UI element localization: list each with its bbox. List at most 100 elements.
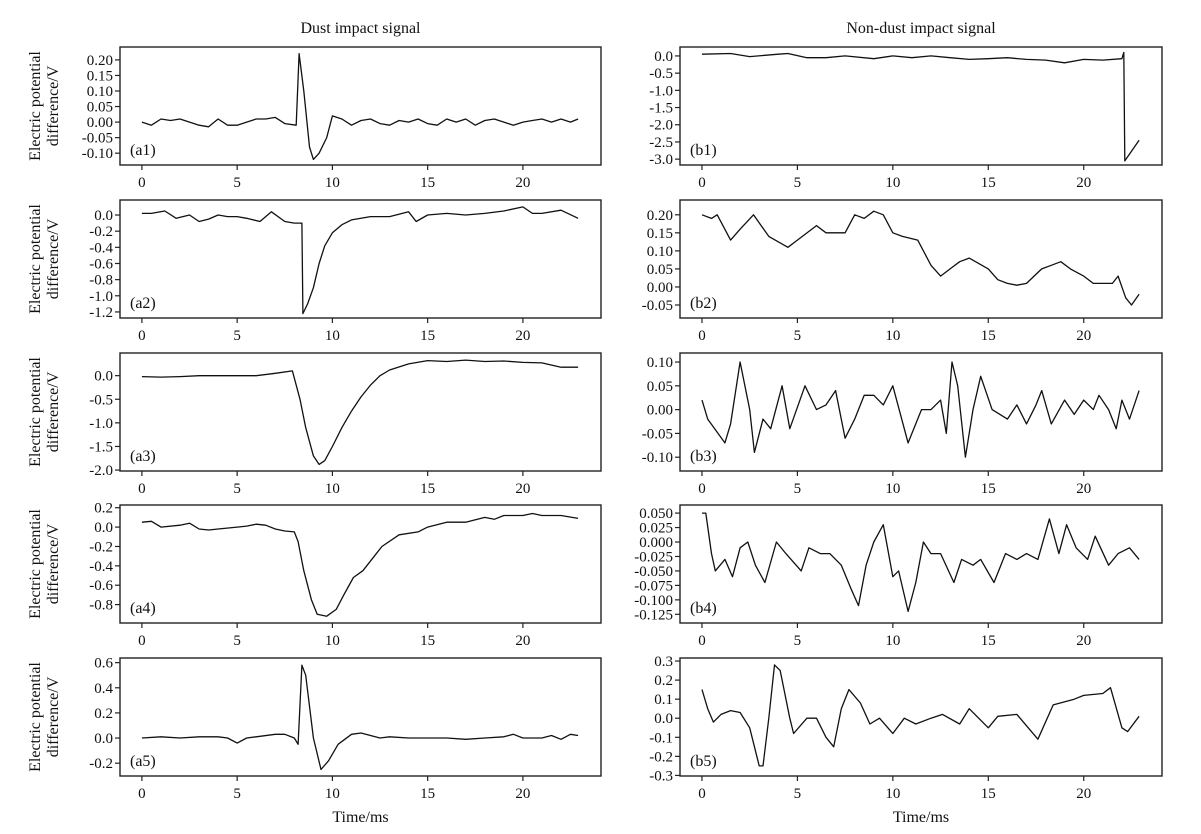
y-tick-label: 0.20 [87, 53, 113, 69]
signal-line [701, 664, 1140, 767]
y-tick-label: 0.0 [94, 731, 113, 747]
x-tick-label: 15 [981, 633, 996, 649]
y-tick-label: -0.05 [642, 298, 673, 314]
x-tick-label: 15 [420, 175, 435, 191]
x-tick-label: 0 [698, 175, 706, 191]
x-axis-label: Time/ms [893, 809, 949, 826]
panel-b3: 0 5 10 15 20 0.10 0.05 0.00 -0.05 -0.10 (b3) [642, 352, 1163, 497]
y-tick-label: 0.0 [94, 520, 113, 536]
plot-frame [679, 657, 1163, 777]
plot-frame [119, 352, 602, 472]
y-tick-label: 0.2 [654, 673, 673, 689]
signal-line [701, 51, 1140, 162]
y-tick-label: 0.050 [639, 506, 673, 522]
y-tick-label: -1.5 [89, 439, 113, 455]
signal-line [141, 206, 579, 315]
y-tick-label: 0.0 [654, 49, 673, 65]
x-tick-label: 5 [233, 175, 241, 191]
x-tick-label: 10 [885, 481, 900, 497]
y-tick-label: 0.2 [94, 706, 113, 722]
panel-b1: 0 5 10 15 20 0.0-0.5-1.0 -1.5-2.0-2.5-3.0 (b1) [649, 46, 1163, 191]
y-tick-label: 0.00 [87, 115, 113, 131]
y-tick-label: 0.0 [94, 208, 113, 224]
panel-a3: 0 5 10 15 20 0.0 -0.5 -1.0 -1.5 -2.0 Electric pote… [27, 352, 602, 497]
panel-b5: 0 5 10 15 20 0.3 0.2 0.1 0.0 -0.1 -0.2 -0.3 (b5) [649, 654, 1163, 802]
plot-frame [679, 199, 1163, 319]
y-tick-label: 0.00 [647, 403, 673, 419]
y-tick-label: 0.10 [647, 244, 673, 260]
y-tick-label: -0.2 [89, 756, 113, 772]
x-tick-label: 20 [515, 633, 530, 649]
y-tick-label: -1.2 [89, 305, 113, 321]
panel-label: (b4) [690, 600, 717, 617]
x-tick-label: 20 [1076, 786, 1091, 802]
y-tick-label: 0.05 [647, 379, 673, 395]
y-tick-label: -2.0 [89, 463, 113, 479]
y-tick-label: -0.4 [89, 240, 113, 256]
y-tick-label: -0.2 [89, 224, 113, 240]
x-tick-label: 20 [1076, 328, 1091, 344]
panel-label: (a4) [130, 600, 156, 617]
panel-label: (a2) [130, 295, 156, 312]
plot-frame [119, 46, 602, 166]
y-tick-label: 0.00 [647, 280, 673, 296]
y-tick-label: 0.10 [87, 84, 113, 100]
signal-line [701, 210, 1140, 306]
panel-label: (b3) [690, 448, 717, 465]
x-tick-label: 20 [1076, 633, 1091, 649]
y-axis-label: Electric potential [27, 51, 44, 161]
x-tick-label: 0 [698, 633, 706, 649]
x-tick-label: 5 [794, 633, 802, 649]
x-tick-label: 15 [420, 786, 435, 802]
x-tick-label: 0 [138, 633, 146, 649]
x-tick-label: 15 [981, 175, 996, 191]
y-tick-label: -0.2 [649, 749, 673, 765]
signal-line [701, 361, 1140, 458]
y-axis-label: Electric potential [27, 357, 44, 467]
plot-frame [679, 504, 1163, 624]
y-axis-label: difference/V [45, 523, 62, 604]
y-tick-label: -0.2 [89, 539, 113, 555]
x-tick-label: 0 [698, 786, 706, 802]
y-tick-label: -0.1 [649, 730, 673, 746]
signal-line [141, 53, 579, 161]
y-tick-label: 0.3 [654, 654, 673, 670]
x-axis-label: Time/ms [332, 809, 388, 826]
x-tick-label: 10 [325, 175, 340, 191]
y-tick-label: -0.125 [634, 607, 673, 623]
x-tick-label: 15 [981, 328, 996, 344]
x-tick-label: 20 [515, 328, 530, 344]
y-tick-label: 0.4 [94, 681, 113, 697]
x-tick-label: 0 [138, 328, 146, 344]
y-tick-label: -2.0 [649, 118, 673, 134]
signal-line [141, 359, 579, 466]
x-tick-label: 5 [794, 328, 802, 344]
x-tick-label: 10 [325, 786, 340, 802]
x-tick-label: 20 [515, 786, 530, 802]
x-tick-label: 0 [698, 481, 706, 497]
y-tick-label: -0.3 [649, 768, 673, 784]
y-axis-label: difference/V [45, 65, 62, 146]
panel-a4: 0 5 10 15 20 0.2 0.0 -0.2 -0.4 -0.6 -0.8 Electric p… [27, 501, 602, 649]
y-tick-label: -0.10 [82, 146, 113, 162]
signal-line [702, 512, 1140, 613]
panel-label: (a3) [130, 448, 156, 465]
x-tick-label: 0 [698, 328, 706, 344]
y-tick-label: 0.15 [87, 68, 113, 84]
x-tick-label: 20 [515, 175, 530, 191]
y-tick-label: 0.0 [94, 369, 113, 385]
y-axis-label: Electric potential [27, 509, 44, 619]
column-title: Non-dust impact signal [846, 20, 996, 37]
y-tick-label: 0.025 [639, 521, 673, 537]
x-tick-label: 10 [325, 328, 340, 344]
y-axis-label: difference/V [45, 218, 62, 299]
x-tick-label: 5 [233, 328, 241, 344]
x-tick-label: 5 [233, 633, 241, 649]
y-tick-label: 0.05 [87, 100, 113, 116]
x-tick-label: 5 [233, 481, 241, 497]
panel-a2: 0 5 10 15 20 0.0-0.2-0.4-0.6-0.8-1.0-1.2 Elect… [27, 199, 602, 344]
x-tick-label: 5 [794, 481, 802, 497]
plot-frame [119, 199, 602, 319]
y-tick-label: -1.0 [89, 289, 113, 305]
plot-frame [119, 504, 602, 624]
